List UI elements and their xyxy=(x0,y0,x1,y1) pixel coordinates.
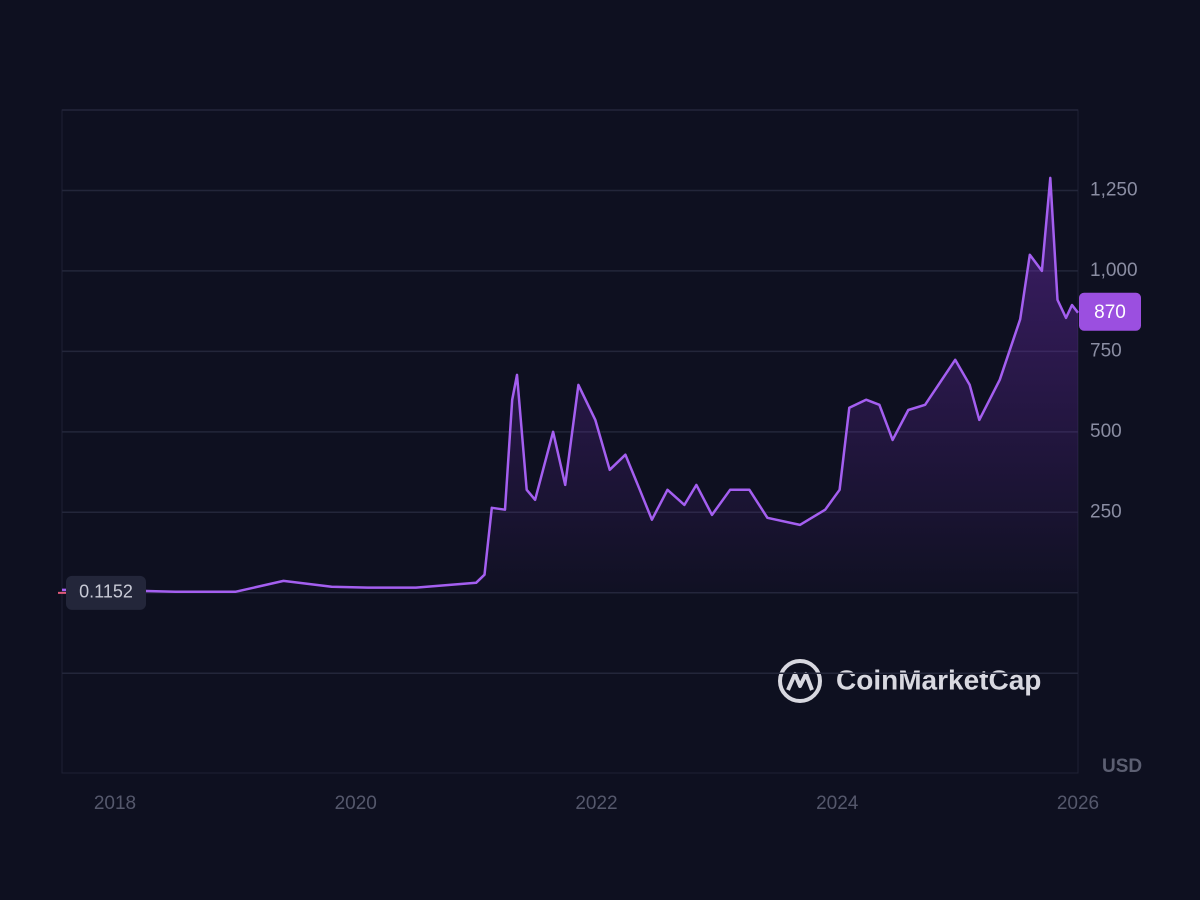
price-line xyxy=(61,176,1079,594)
y-tick-label: 250 xyxy=(1090,501,1122,522)
start-price-badge xyxy=(66,575,146,610)
y-tick-label: 750 xyxy=(1090,340,1122,361)
y-tick-label: 1,250 xyxy=(1090,179,1138,200)
x-tick-label: 2024 xyxy=(816,793,859,814)
x-tick-label: 2018 xyxy=(94,793,136,814)
x-tick-label: 2026 xyxy=(1057,793,1099,814)
current-price-label: 870 xyxy=(1094,302,1126,323)
price-area xyxy=(62,177,1078,593)
brand: CoinMarketCap xyxy=(836,664,1041,695)
start-price-label: 0.1152 xyxy=(79,582,133,602)
x-tick-label: 2020 xyxy=(335,793,377,814)
logo-mark xyxy=(786,672,814,691)
currency-label: USD xyxy=(1102,756,1142,777)
y-tick-label: 1,000 xyxy=(1090,260,1138,281)
logo-icon xyxy=(778,659,822,703)
y-tick-label: 500 xyxy=(1090,421,1122,442)
current-price-badge xyxy=(1079,292,1141,331)
x-tick-label: 2022 xyxy=(575,793,617,814)
